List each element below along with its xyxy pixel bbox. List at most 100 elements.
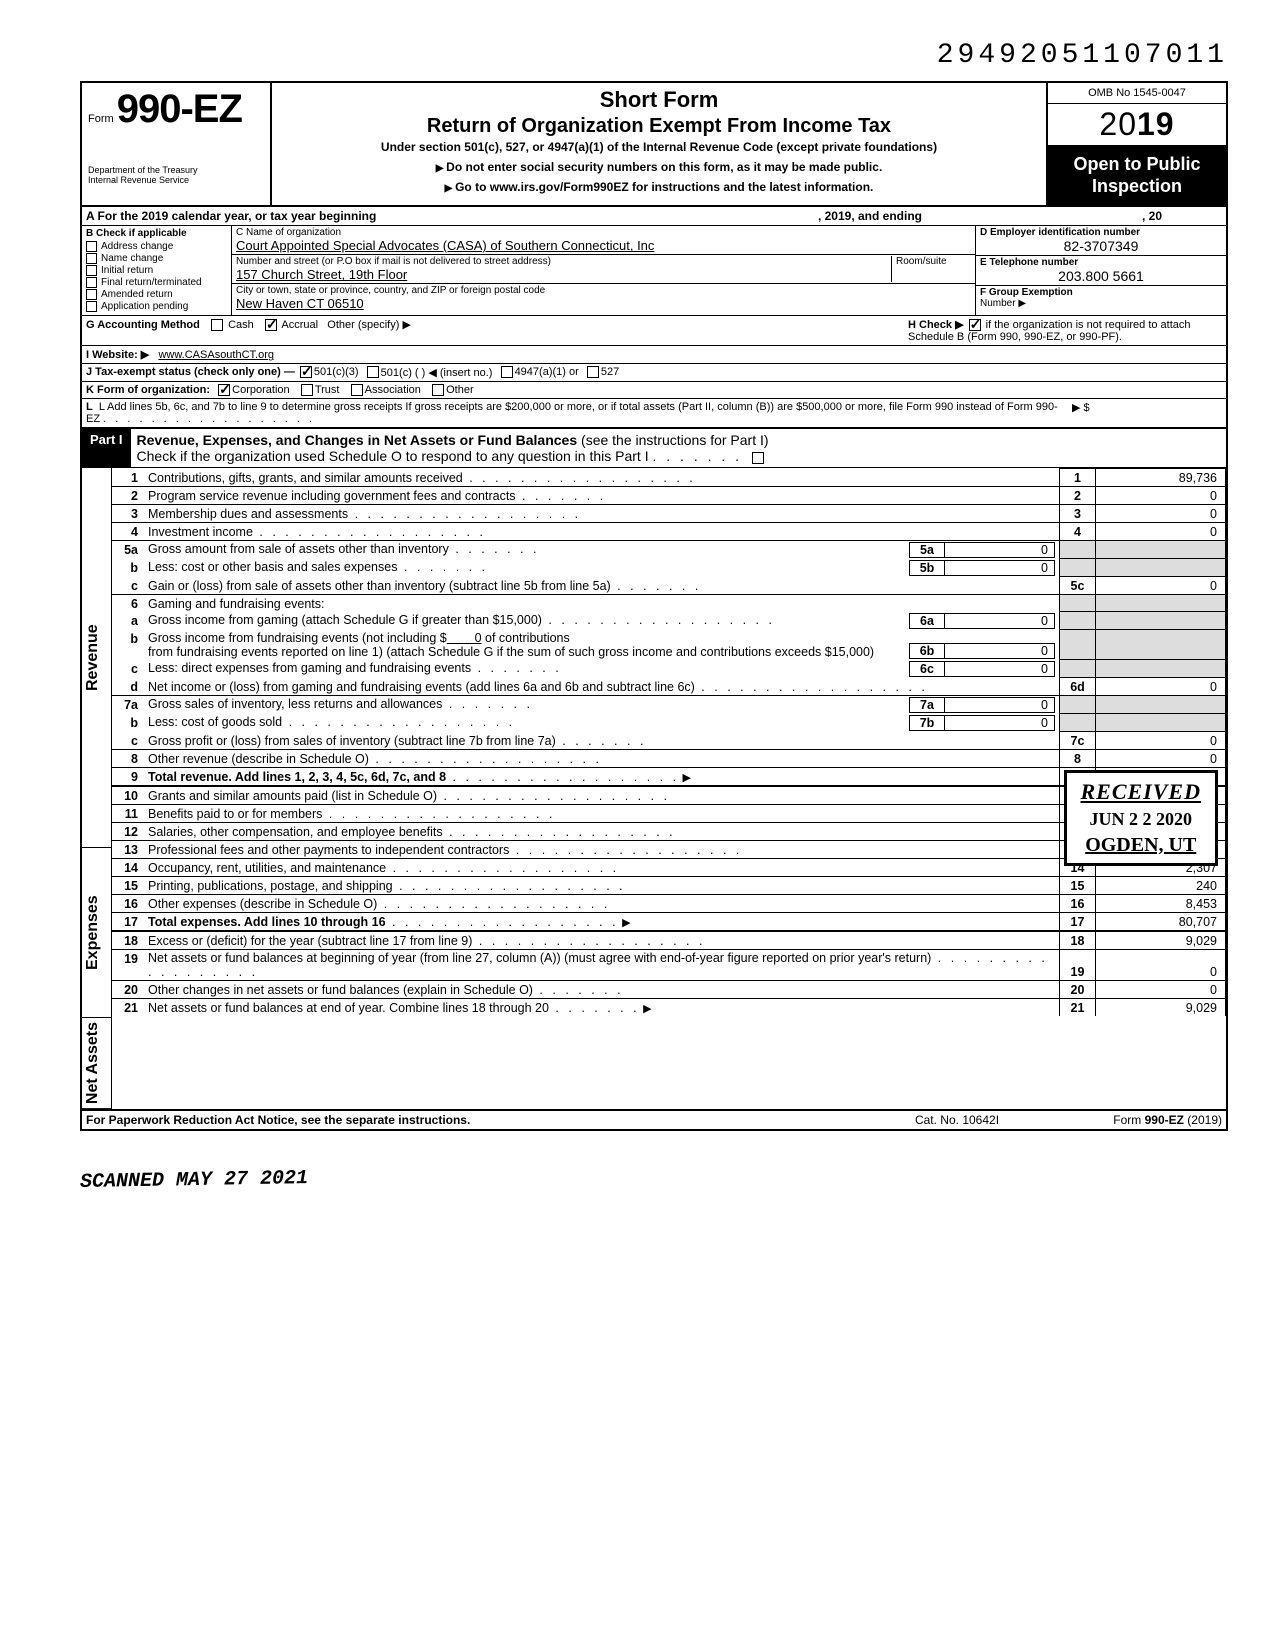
part-1-check: Check if the organization used Schedule …: [137, 448, 649, 464]
section-d: D Employer identification number 82-3707…: [976, 226, 1226, 315]
checkbox-schedule-o[interactable]: [752, 452, 764, 464]
shade: [1060, 559, 1096, 577]
org-name: Court Appointed Special Advocates (CASA)…: [236, 238, 971, 253]
checkbox-accrual[interactable]: [265, 319, 277, 331]
section-b: B Check if applicable Address change Nam…: [82, 226, 232, 315]
line-num: 1: [112, 469, 144, 487]
g-other: Other (specify) ▶: [327, 319, 411, 331]
group-exempt-label: F Group Exemption: [980, 287, 1222, 298]
org-city: New Haven CT 06510: [236, 296, 971, 311]
shade: [1060, 695, 1096, 714]
line-num: 17: [112, 912, 144, 931]
shade: [1096, 714, 1226, 732]
checkbox-527[interactable]: [587, 366, 599, 378]
checkbox-application-pending[interactable]: [86, 301, 97, 312]
checkbox-corporation[interactable]: [218, 384, 230, 396]
line-box-n: 15: [1060, 876, 1096, 894]
checkbox-association[interactable]: [351, 384, 363, 396]
side-revenue: Revenue: [82, 468, 111, 848]
line-desc: Less: cost of goods sold: [148, 715, 282, 729]
shade: [1096, 594, 1226, 612]
chk-label: Address change: [101, 241, 173, 252]
website-value: www.CASAsouthCT.org: [158, 349, 274, 361]
tel-label: E Telephone number: [980, 257, 1222, 268]
line-desc: Benefits paid to or for members: [148, 807, 322, 821]
line-num: d: [112, 678, 144, 696]
checkbox-amended-return[interactable]: [86, 289, 97, 300]
line-box-n: 21: [1060, 998, 1096, 1016]
line-7c-value: 0: [1096, 732, 1226, 750]
shade: [1060, 540, 1096, 559]
chk-label: Initial return: [101, 265, 153, 276]
checkbox-address-change[interactable]: [86, 241, 97, 252]
section-c: C Name of organization Court Appointed S…: [232, 226, 976, 315]
shade: [1096, 695, 1226, 714]
line-num: c: [112, 732, 144, 750]
checkbox-other-org[interactable]: [432, 384, 444, 396]
open-inspection-badge: Open to Public Inspection: [1048, 146, 1226, 205]
checkbox-4947[interactable]: [501, 366, 513, 378]
line-box-n: 20: [1060, 980, 1096, 998]
line-num: 4: [112, 522, 144, 540]
room-label: Room/suite: [896, 256, 971, 267]
shade: [1096, 540, 1226, 559]
checkbox-501c[interactable]: [367, 366, 379, 378]
section-b-header: B Check if applicable: [86, 228, 227, 239]
line-num: c: [112, 660, 144, 678]
line-6b-contrib: 0: [475, 631, 482, 645]
line-num: b: [112, 559, 144, 577]
tax-year: 2019: [1048, 104, 1226, 146]
org-name-label: C Name of organization: [236, 227, 971, 238]
mid-box-n: 7a: [909, 697, 945, 713]
shade: [1096, 559, 1226, 577]
line-desc: Gross amount from sale of assets other t…: [148, 542, 449, 556]
mid-box-n: 6b: [909, 643, 945, 659]
k2: Trust: [315, 384, 340, 396]
line-16-value: 8,453: [1096, 894, 1226, 912]
line-7b-value: 0: [945, 715, 1055, 731]
subtitle: Under section 501(c), 527, or 4947(a)(1)…: [276, 140, 1042, 154]
j2: 501(c) ( ) ◀ (insert no.): [381, 366, 493, 379]
chk-label: Application pending: [101, 301, 188, 312]
line-desc: Contributions, gifts, grants, and simila…: [148, 471, 463, 485]
checkbox-h[interactable]: [969, 319, 981, 331]
line-num: 6: [112, 594, 144, 612]
line-box-n: 1: [1060, 469, 1096, 487]
line-desc: Less: direct expenses from gaming and fu…: [148, 661, 471, 675]
checkbox-trust[interactable]: [301, 384, 313, 396]
line-num: 13: [112, 840, 144, 858]
line-box-n: 4: [1060, 522, 1096, 540]
line-desc: Net assets or fund balances at end of ye…: [148, 1001, 549, 1015]
part-1-suffix: (see the instructions for Part I): [581, 432, 769, 448]
line-8-value: 0: [1096, 749, 1226, 767]
shade: [1096, 612, 1226, 630]
ein-label: D Employer identification number: [980, 227, 1222, 238]
instruction-ssn: Do not enter social security numbers on …: [276, 160, 1042, 174]
line-desc: Gross sales of inventory, less returns a…: [148, 697, 442, 711]
checkbox-initial-return[interactable]: [86, 265, 97, 276]
org-address: 157 Church Street, 19th Floor: [236, 267, 891, 282]
checkbox-cash[interactable]: [211, 319, 223, 331]
checkbox-name-change[interactable]: [86, 253, 97, 264]
line-5c-value: 0: [1096, 577, 1226, 595]
checkbox-final-return[interactable]: [86, 277, 97, 288]
line-desc: Membership dues and assessments: [148, 507, 348, 521]
row-g-h: G Accounting Method Cash Accrual Other (…: [82, 316, 1226, 346]
line-21-value: 9,029: [1096, 998, 1226, 1016]
year-cell: OMB No 1545-0047 2019 Open to Public Ins…: [1046, 83, 1226, 205]
line-desc: from fundraising events reported on line…: [148, 645, 874, 659]
line-num: 8: [112, 749, 144, 767]
line-desc: Net assets or fund balances at beginning…: [148, 951, 931, 965]
line-num: 18: [112, 931, 144, 950]
row-a-left: A For the 2019 calendar year, or tax yea…: [86, 209, 818, 223]
ein-value: 82-3707349: [980, 238, 1222, 254]
form-id-cell: Form 990-EZ Department of the Treasury I…: [82, 83, 272, 205]
checkbox-501c3[interactable]: [300, 366, 312, 378]
part-1-label: Part I: [82, 429, 131, 467]
j3: 4947(a)(1) or: [515, 366, 579, 379]
line-desc: Gaming and fundraising events:: [144, 594, 1060, 612]
line-7a-value: 0: [945, 697, 1055, 713]
j1: 501(c)(3): [314, 366, 359, 379]
line-box-n: 3: [1060, 504, 1096, 522]
i-label: I Website: ▶: [86, 349, 149, 361]
